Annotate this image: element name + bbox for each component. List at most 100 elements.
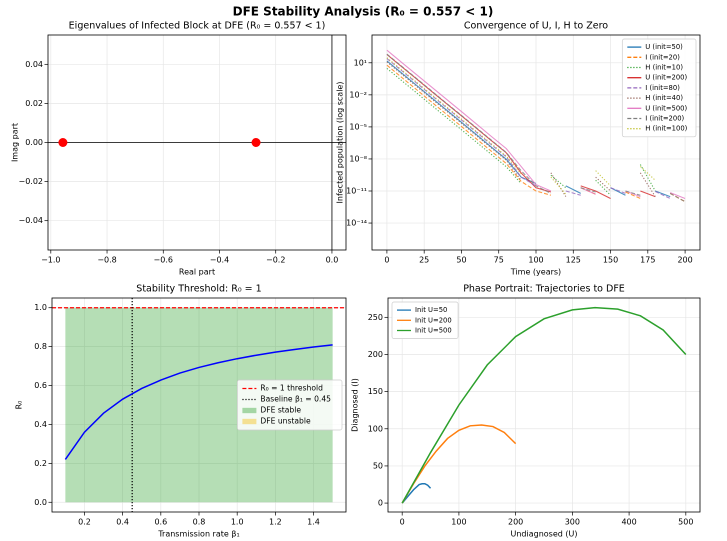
y-tick-label: −0.04 <box>18 216 43 225</box>
plot-content <box>48 35 346 250</box>
x-tick-label: −0.8 <box>97 256 116 265</box>
subplot-title: Convergence of U, I, H to Zero <box>464 21 608 32</box>
legend-label: Baseline β₁ = 0.45 <box>260 395 331 404</box>
y-tick-label: 0.2 <box>34 459 47 468</box>
plot-content <box>386 49 686 203</box>
series-line <box>401 306 687 504</box>
legend-box <box>237 379 343 431</box>
subplot: −1.0 −0.8 −0.6 −0.4 −0.2 0.0 −0.04 −0.02 0.00 0.0… <box>11 21 347 277</box>
x-tick-label: 25 <box>419 256 429 265</box>
legend: U (init=50) I (init=20) H (init=10) U (init… <box>621 38 697 138</box>
series-line <box>386 58 671 199</box>
axes-frame <box>47 34 347 251</box>
x-tick-label: −0.4 <box>210 256 229 265</box>
legend: Init U=50 Init U=200 Init U=500 <box>391 301 459 339</box>
y-tick-label: 10⁻⁵ <box>349 122 367 131</box>
legend-box <box>621 38 697 138</box>
eigenvalue-point <box>58 138 68 147</box>
x-tick-label: −1.0 <box>41 256 60 265</box>
series-line <box>386 60 671 198</box>
series-line <box>386 49 686 199</box>
plot-content <box>401 306 687 504</box>
legend: R₀ = 1 threshold Baseline β₁ = 0.45 DFE st… <box>237 379 343 431</box>
legend-label: U (init=200) <box>645 74 687 82</box>
x-tick-label: 0 <box>384 256 389 265</box>
y-tick-label: 0.8 <box>34 342 47 351</box>
legend-label: I (init=20) <box>645 53 680 61</box>
x-tick-label: 100 <box>528 256 543 265</box>
x-tick-label: 1.2 <box>269 518 282 527</box>
eigenvalue-point <box>251 138 261 147</box>
x-tick-label: 100 <box>451 518 466 527</box>
x-tick-label: 0.0 <box>326 256 339 265</box>
legend-label: Init U=50 <box>415 306 447 314</box>
figure-title: DFE Stability Analysis (R₀ = 0.557 < 1) <box>233 5 494 19</box>
legend-label: DFE unstable <box>260 417 311 426</box>
y-tick-label: 0.4 <box>34 420 47 429</box>
y-tick-label: 10¹ <box>354 58 367 67</box>
legend-swatch <box>242 418 257 425</box>
legend-label: Init U=200 <box>415 316 452 324</box>
series-line <box>386 53 686 203</box>
legend-box <box>391 301 459 339</box>
x-tick-label: 175 <box>640 256 655 265</box>
subplot-title: Eigenvalues of Infected Block at DFE (R₀… <box>69 21 326 32</box>
x-tick-label: −0.2 <box>266 256 285 265</box>
subplot: 0.2 0.4 0.6 0.8 1.0 1.2 1.4 0.0 0.2 0.4 0.6 0.8 1.0 S… <box>15 284 347 539</box>
y-tick-label: 10⁻¹¹ <box>346 186 367 195</box>
y-tick-label: 0.04 <box>25 60 43 69</box>
y-tick-label: 10⁻² <box>349 90 367 99</box>
y-axis-label: Diagnosed (I) <box>351 378 360 432</box>
y-axis-label: Infected population (log scale) <box>336 82 345 204</box>
y-tick-label: 10⁻¹⁴ <box>346 219 367 228</box>
axes-frame <box>371 34 701 251</box>
x-tick-label: 1.4 <box>307 518 320 527</box>
subplot-title: Phase Portrait: Trajectories to DFE <box>463 284 625 295</box>
y-tick-label: 0.6 <box>34 381 47 390</box>
legend-label: U (init=500) <box>645 104 687 112</box>
legend-label: R₀ = 1 threshold <box>260 384 323 393</box>
y-tick-label: 1.0 <box>34 303 47 312</box>
series-line <box>401 424 517 504</box>
series-line <box>401 483 432 504</box>
y-tick-label: −0.02 <box>18 177 43 186</box>
legend-swatch <box>242 407 257 414</box>
axes-frame <box>387 297 701 513</box>
legend-label: U (init=50) <box>645 43 683 51</box>
x-tick-label: 0.4 <box>116 518 129 527</box>
legend-label: H (init=100) <box>645 125 687 133</box>
x-axis-label: Real part <box>179 268 215 277</box>
x-tick-label: 200 <box>677 256 692 265</box>
x-tick-label: 400 <box>621 518 636 527</box>
y-tick-label: 0.02 <box>25 99 43 108</box>
legend-label: H (init=40) <box>645 94 683 102</box>
legend-label: H (init=10) <box>645 64 683 72</box>
y-tick-label: 100 <box>368 424 383 433</box>
x-tick-label: −0.6 <box>154 256 173 265</box>
x-tick-label: 125 <box>566 256 581 265</box>
subplot-title: Stability Threshold: R₀ = 1 <box>136 284 261 295</box>
x-tick-label: 0.6 <box>154 518 167 527</box>
x-tick-label: 50 <box>456 256 466 265</box>
y-tick-label: 150 <box>368 387 383 396</box>
x-axis-label: Undiagnosed (U) <box>511 530 578 539</box>
y-tick-label: 250 <box>368 313 383 322</box>
x-tick-label: 500 <box>678 518 693 527</box>
legend-label: Init U=500 <box>415 327 452 335</box>
y-tick-label: 10⁻⁸ <box>349 154 367 163</box>
y-tick-label: 0.0 <box>34 498 47 507</box>
y-axis-label: Imag part <box>11 123 20 162</box>
subplot: 0 25 50 75 100 125 150 175 200 10¹ 10⁻² 10⁻⁵ 10⁻⁸ 10⁻… <box>336 21 701 277</box>
y-tick-label: 200 <box>368 350 383 359</box>
x-tick-label: 75 <box>494 256 504 265</box>
legend-label: DFE stable <box>260 406 301 415</box>
x-tick-label: 150 <box>603 256 618 265</box>
subplot: 0 100 200 300 400 500 0 50 100 150 200 250 Phase Por… <box>351 284 701 539</box>
x-tick-label: 200 <box>508 518 523 527</box>
x-tick-label: 0.8 <box>193 518 206 527</box>
y-axis-label: R₀ <box>15 401 24 410</box>
y-tick-label: 50 <box>373 461 383 470</box>
x-axis-label: Transmission rate β₁ <box>157 530 239 539</box>
y-tick-label: 0.00 <box>25 138 43 147</box>
